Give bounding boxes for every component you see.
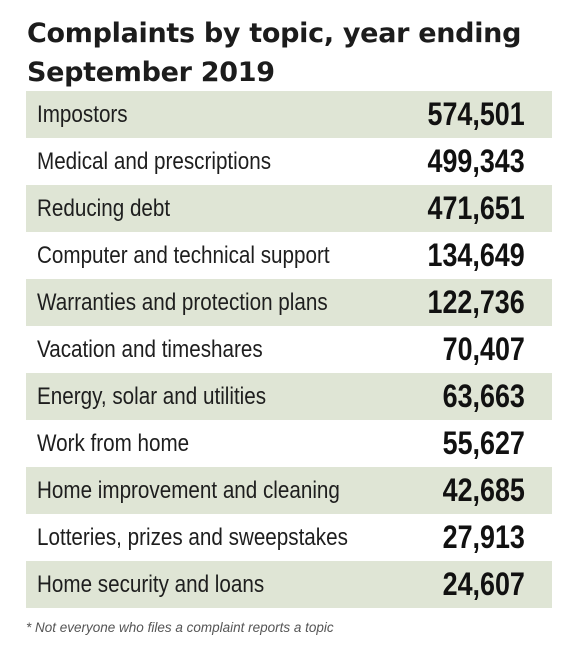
- table-row: Medical and prescriptions 499,343: [26, 138, 552, 185]
- topic-label: Work from home: [37, 429, 190, 457]
- complaint-count: 499,343: [427, 143, 525, 179]
- topic-label: Home security and loans: [37, 570, 265, 598]
- complaint-count: 134,649: [427, 237, 525, 273]
- table-row: Energy, solar and utilities 63,663: [26, 373, 552, 420]
- complaint-count: 63,663: [442, 378, 525, 414]
- chart-title-line-2: September 2019: [27, 57, 275, 88]
- table-row: Home improvement and cleaning 42,685: [26, 467, 552, 514]
- complaint-count: 574,501: [427, 96, 525, 132]
- chart-title-line-1: Complaints by topic, year ending: [27, 18, 522, 49]
- topic-label: Vacation and timeshares: [37, 335, 263, 363]
- topic-label: Home improvement and cleaning: [37, 476, 340, 504]
- complaint-count: 122,736: [427, 284, 525, 320]
- complaint-count: 70,407: [442, 331, 525, 367]
- topic-label: Lotteries, prizes and sweepstakes: [37, 523, 348, 551]
- complaint-count: 27,913: [442, 519, 525, 555]
- table-row: Vacation and timeshares 70,407: [26, 326, 552, 373]
- topic-label: Impostors: [37, 100, 128, 128]
- table-row: Computer and technical support 134,649: [26, 232, 552, 279]
- complaint-count: 471,651: [427, 190, 525, 226]
- table-row: Work from home 55,627: [26, 420, 552, 467]
- complaint-count: 24,607: [442, 566, 525, 602]
- topic-label: Warranties and protection plans: [37, 288, 328, 316]
- table-row: Reducing debt 471,651: [26, 185, 552, 232]
- topic-label: Reducing debt: [37, 194, 171, 222]
- table-row: Home security and loans 24,607: [26, 561, 552, 608]
- topic-label: Medical and prescriptions: [37, 147, 272, 175]
- table-row: Warranties and protection plans 122,736: [26, 279, 552, 326]
- table-row: Impostors 574,501: [26, 91, 552, 138]
- complaint-count: 55,627: [442, 425, 525, 461]
- chart-title: Complaints by topic, year ending Septemb…: [27, 14, 547, 92]
- table-row: Lotteries, prizes and sweepstakes 27,913: [26, 514, 552, 561]
- topic-label: Computer and technical support: [37, 241, 330, 269]
- topic-label: Energy, solar and utilities: [37, 382, 267, 410]
- complaint-count: 42,685: [442, 472, 525, 508]
- complaints-table: Impostors 574,501 Medical and prescription…: [26, 91, 552, 608]
- footnote: * Not everyone who files a complaint rep…: [26, 620, 334, 635]
